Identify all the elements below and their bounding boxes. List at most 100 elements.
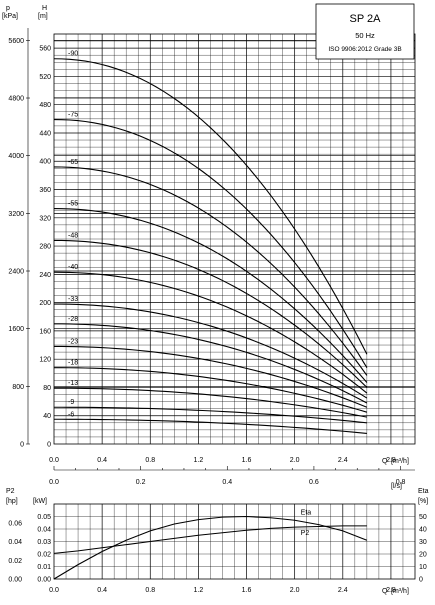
eta-tick-label: 20 [419,552,427,559]
curve-label: -28 [68,316,78,323]
curve-label: -40 [68,264,78,271]
power-chart-grid [54,504,415,579]
head-curve-6 [53,303,368,399]
head-tick-label: 440 [39,130,51,137]
hp-tick-label: 0.04 [8,539,22,546]
p2-curve-label: P2 [301,530,310,537]
ls-tick-label: 0.8 [396,479,406,486]
head-tick-label: 360 [39,187,51,194]
pressure-tick-label: 5600 [8,38,24,45]
head-curve-11 [53,406,367,424]
head-curve-7 [53,323,368,404]
head-y-ticks: 0 40 80 120 160 200 240 280 320 360 400 440 480 520 56… [39,46,51,449]
curve-label: -55 [68,201,78,208]
eta-axis-unit: [%] [418,498,428,505]
hp-tick-label: 0.00 [8,577,22,584]
ls-tick-label: 0.0 [49,479,59,486]
flow-ls-unit: [l/s] [391,483,402,490]
eta-tick-label: 50 [419,514,427,521]
ls-tick-label: 0.6 [309,479,319,486]
pressure-axis-label: p [6,5,10,12]
head-tick-label: 520 [39,74,51,81]
eta-axis-label: Eta [418,488,429,495]
head-chart-grid [54,34,415,444]
legend-standard: ISO 9906:2012 Grade 3B [328,46,401,53]
flow-tick-label: 0.4 [97,457,107,464]
pressure-tick-label: 2400 [8,269,24,276]
power-kw-unit: [kW] [33,498,47,505]
curve-p2 [53,525,367,554]
head-tick-label: 480 [39,102,51,109]
head-curve-8 [53,345,368,408]
head-curve-0 [53,58,368,355]
head-curve-2 [53,166,368,376]
flow-axis-label: Q [382,458,388,465]
head-curve-4 [53,239,368,388]
eta-curve-label: Eta [301,510,312,517]
curve-eta [53,515,368,580]
head-tick-label: 40 [43,413,51,420]
legend-title: SP 2A [350,13,382,25]
power-hp-unit: [hp] [6,498,18,505]
curve-label: -48 [68,232,78,239]
pressure-tick-label: 4000 [8,153,24,160]
power-flow-axis-unit: [m³/h] [391,588,409,595]
pressure-y-ticks: 0 800 1600 2400 3200 4000 4800 5600 [8,28,30,449]
ls-tick-label: 0.4 [222,479,232,486]
head-curve-3 [53,208,368,383]
flow-tick-label: 2.0 [290,457,300,464]
head-tick-label: 560 [39,46,51,53]
head-curve-1 [53,118,368,368]
pressure-tick-label: 0 [20,442,24,449]
flow-axis-unit: [m³/h] [391,458,409,465]
head-x-ticks: 0.0 0.4 0.8 1.2 1.6 2.0 2.4 2.8 [49,457,396,464]
head-curve-labels: -90 -75 -65 -55 -48 -40 -33 -28 -23 -18 -13 -9 -6 [68,51,78,419]
power-efficiency-curves: Eta P2 [53,510,368,580]
hp-tick-label: 0.06 [8,521,22,528]
curve-label: -75 [68,112,78,119]
head-tick-label: 0 [47,442,51,449]
pressure-tick-label: 800 [12,384,24,391]
curve-label: -6 [68,411,74,418]
head-tick-label: 80 [43,385,51,392]
curve-label: -23 [68,338,78,345]
flow-ls-axis: 0.0 0.2 0.4 0.6 0.8 [49,466,415,486]
head-tick-label: 400 [39,159,51,166]
eta-tick-label: 10 [419,564,427,571]
curve-label: -65 [68,159,78,166]
curve-label: -90 [68,51,78,58]
power-flow-tick-label: 2.0 [290,587,300,594]
flow-tick-label: 2.4 [338,457,348,464]
flow-tick-label: 1.2 [194,457,204,464]
pressure-tick-label: 1600 [8,326,24,333]
eta-tick-label: 40 [419,527,427,534]
head-curve-9 [53,367,368,413]
head-curve-12 [54,418,367,434]
head-tick-label: 320 [39,215,51,222]
curve-label: -33 [68,296,78,303]
flow-tick-label: 2.8 [386,457,396,464]
power-flow-tick-label: 0.4 [97,587,107,594]
legend-frequency: 50 Hz [355,31,375,40]
head-chart-frame [53,33,416,445]
flow-tick-label: 0.0 [49,457,59,464]
head-tick-label: 120 [39,357,51,364]
head-curves [53,58,368,434]
power-flow-tick-label: 1.2 [194,587,204,594]
head-curve-5 [53,271,368,394]
flow-tick-label: 1.6 [242,457,252,464]
power-axis-label: P2 [6,488,15,495]
flow-tick-label: 0.8 [145,457,155,464]
power-chart-ticks: 0.000.010.020.030.040.050.000.020.040.06… [8,514,427,594]
kw-tick-label: 0.01 [37,564,51,571]
kw-tick-label: 0.03 [37,539,51,546]
pressure-tick-label: 4800 [8,96,24,103]
power-flow-tick-label: 1.6 [242,587,252,594]
head-axis-unit: [m] [38,13,48,20]
head-curve-10 [53,387,367,418]
power-flow-tick-label: 0.8 [145,587,155,594]
power-chart-frame [53,503,416,580]
kw-tick-label: 0.00 [37,577,51,584]
